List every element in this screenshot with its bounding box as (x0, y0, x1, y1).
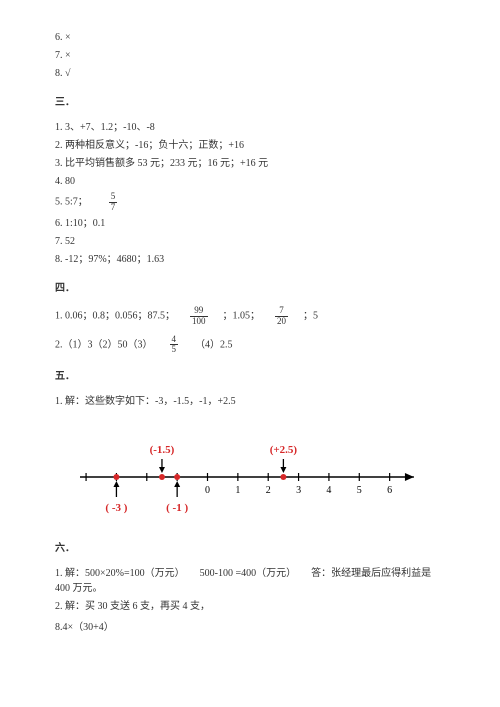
fraction-4-5: 4 5 (170, 335, 179, 356)
svg-text:0: 0 (205, 485, 210, 496)
s3-l2: 2. 两种相反意义；-16；负十六；正数；+16 (55, 138, 445, 153)
frac-den: 7 (109, 203, 118, 213)
ans-7: 7. × (55, 48, 445, 63)
s4-l2-a: 2.（1）3（2）50（3） (55, 339, 153, 350)
section-5-head: 五． (55, 369, 445, 384)
ans-6: 6. × (55, 30, 445, 45)
svg-text:( -3 ): ( -3 ) (105, 502, 127, 514)
s3-l4: 4. 80 (55, 174, 445, 189)
svg-text:5: 5 (357, 485, 362, 496)
fraction-99-100: 99 100 (190, 306, 208, 327)
fraction-5-7: 5 7 (109, 192, 118, 213)
s3-l6: 6. 1:10；0.1 (55, 216, 445, 231)
fraction-7-20: 7 20 (275, 306, 288, 327)
s6-l3: 8.4×（30+4） (55, 620, 445, 635)
section-4-head: 四． (55, 281, 445, 296)
s4-l2-b: （4）2.5 (195, 339, 233, 350)
number-line-svg: 0 1 2 3 4 5 6 (-1.5) (+2.5) ( -3 ) ( -1 ) (70, 427, 430, 527)
svg-text:(+2.5): (+2.5) (270, 444, 298, 456)
svg-text:2: 2 (266, 485, 271, 496)
svg-text:4: 4 (326, 485, 331, 496)
svg-text:6: 6 (387, 485, 392, 496)
s3-l3: 3. 比平均销售额多 53 元；233 元；16 元；+16 元 (55, 156, 445, 171)
number-line-chart: 0 1 2 3 4 5 6 (-1.5) (+2.5) ( -3 ) ( -1 ) (70, 427, 445, 527)
frac-den: 5 (170, 345, 179, 355)
s3-l5-text: 5. 5:7； (55, 197, 88, 208)
s4-l1-a: 1. 0.06；0.8；0.056；87.5； (55, 310, 175, 321)
frac-den: 100 (190, 317, 208, 327)
ans-8: 8. √ (55, 66, 445, 81)
section-3-head: 三． (55, 95, 445, 110)
s4-l1: 1. 0.06；0.8；0.056；87.5； 99 100 ；1.05； 7 … (55, 306, 445, 327)
svg-text:3: 3 (296, 485, 301, 496)
s3-l7: 7. 52 (55, 234, 445, 249)
svg-text:(-1.5): (-1.5) (150, 444, 175, 456)
s6-l2: 2. 解：买 30 支送 6 支，再买 4 支， (55, 599, 445, 614)
s4-l2: 2.（1）3（2）50（3） 4 5 （4）2.5 (55, 335, 445, 356)
s3-l5: 5. 5:7； 5 7 (55, 192, 445, 213)
s5-l1: 1. 解：这些数字如下：-3，-1.5，-1，+2.5 (55, 394, 445, 409)
s4-l1-b: ；1.05； (223, 310, 261, 321)
frac-den: 20 (275, 317, 288, 327)
s4-l1-c: ；5 (303, 310, 318, 321)
s6-l1: 1. 解：500×20%=100（万元） 500-100 =400（万元） 答：… (55, 566, 445, 596)
s3-l1: 1. 3、+7、1.2；-10、-8 (55, 120, 445, 135)
svg-text:( -1 ): ( -1 ) (166, 502, 188, 514)
section-6-head: 六． (55, 541, 445, 556)
s3-l8: 8. -12；97%；4680；1.63 (55, 252, 445, 267)
svg-text:1: 1 (235, 485, 240, 496)
